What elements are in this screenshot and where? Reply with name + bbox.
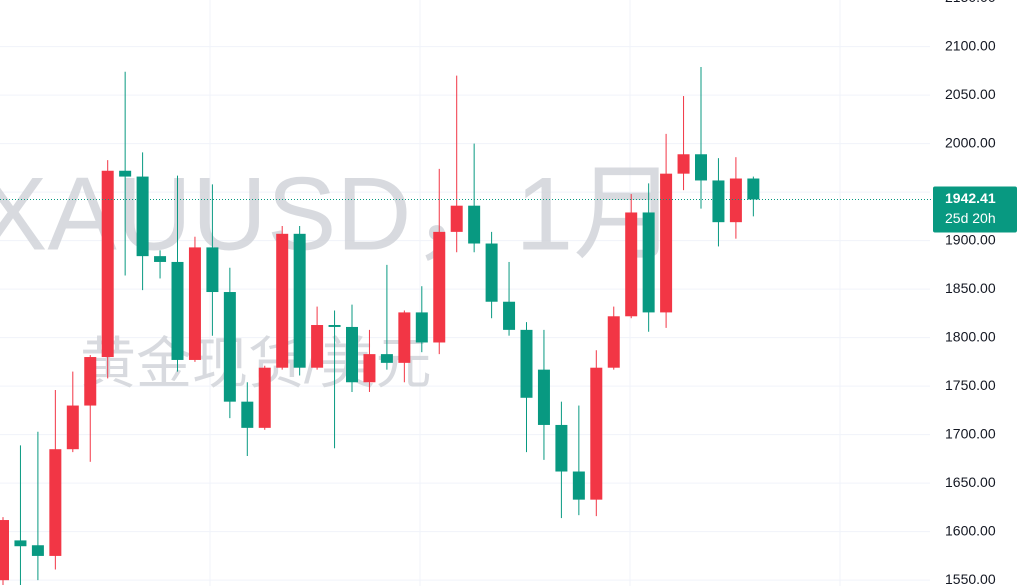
candle-body — [84, 357, 97, 406]
candle-body — [537, 369, 550, 425]
price-axis: 1550.00 1600.00 1650.00 1700.00 1750.00 1800.… — [945, 0, 996, 586]
candle-body — [503, 301, 516, 330]
last-price-tag — [933, 186, 1017, 233]
watermark-description: 黄金现货/美元 — [80, 332, 432, 395]
candle-body — [328, 325, 341, 327]
candle-body — [468, 205, 481, 244]
y-tick-label: 1600.00 — [945, 522, 996, 538]
y-tick-label: 2150.00 — [945, 0, 996, 5]
y-tick-label: 1900.00 — [945, 231, 996, 247]
candle-body — [258, 367, 271, 428]
y-tick-label: 2050.00 — [945, 86, 996, 102]
y-tick-label: 1800.00 — [945, 328, 996, 344]
candle-body — [555, 424, 568, 472]
candle-body — [607, 316, 620, 368]
candle-body — [380, 354, 393, 363]
candle-body — [206, 247, 219, 293]
candle-body — [188, 247, 201, 360]
candle-body — [241, 401, 254, 428]
candles — [0, 66, 760, 586]
candle-body — [346, 326, 358, 383]
candle-body — [747, 178, 760, 200]
y-tick-label: 1700.00 — [945, 425, 996, 441]
candle-body — [311, 325, 324, 368]
candle-body — [712, 180, 725, 223]
candle-body — [485, 243, 498, 302]
candle-body — [398, 312, 411, 363]
candle-body — [660, 173, 673, 313]
candle-body — [49, 449, 62, 556]
candle-body — [66, 405, 79, 450]
y-tick-label: 1550.00 — [945, 571, 996, 586]
y-tick-label: 1650.00 — [945, 474, 996, 490]
candle-body — [625, 212, 638, 317]
candle-body — [729, 178, 742, 223]
candle-body — [590, 367, 603, 500]
candle-body — [293, 233, 306, 368]
price-grid — [0, 46, 930, 581]
candle-body — [223, 292, 236, 402]
y-tick-label: 1750.00 — [945, 377, 996, 393]
candle-body — [14, 540, 27, 547]
candle-body — [433, 231, 446, 343]
candle-body — [154, 256, 167, 262]
candle-body — [520, 329, 533, 398]
candle-body — [119, 170, 132, 177]
candle-body — [136, 176, 149, 257]
y-tick-label: 2100.00 — [945, 37, 996, 53]
candle-body — [31, 545, 44, 556]
watermark-symbol: XAUUSD，1月 — [0, 156, 677, 272]
candle-body — [572, 471, 585, 500]
y-tick-label: 1850.00 — [945, 280, 996, 296]
last-price-label: 1942.41 — [945, 190, 996, 206]
y-tick-label: 2000.00 — [945, 134, 996, 150]
candle-body — [677, 154, 690, 174]
candle-body — [415, 312, 428, 343]
candle-body — [101, 170, 114, 358]
candle-body — [642, 212, 655, 313]
candle-body — [450, 205, 463, 232]
candle-body — [171, 261, 184, 360]
candle-body — [363, 354, 376, 383]
candle-body — [695, 154, 707, 181]
countdown-label: 25d 20h — [945, 210, 996, 226]
last-price: 1942.41 25d 20h — [0, 186, 1017, 233]
candle-body — [0, 520, 9, 581]
candle-body — [276, 233, 289, 368]
